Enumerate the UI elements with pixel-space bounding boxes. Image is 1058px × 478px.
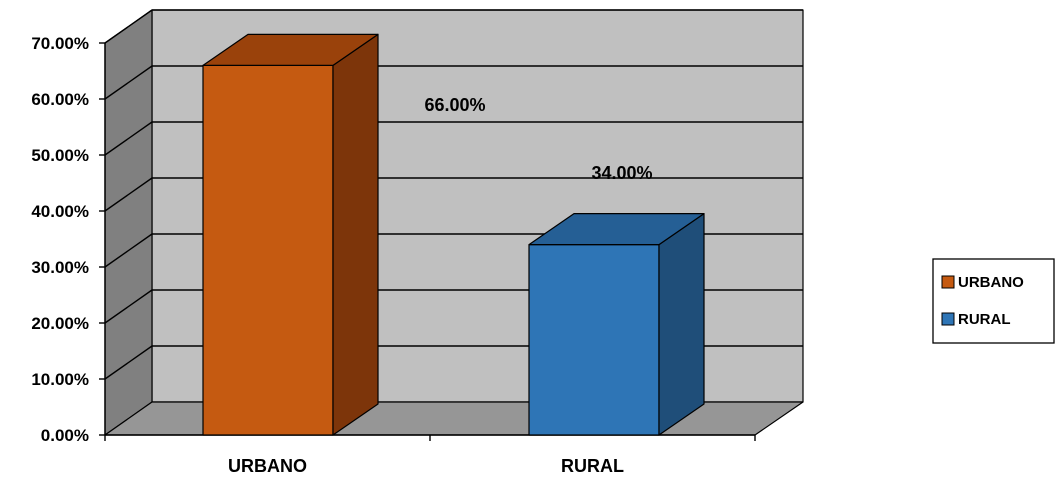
gridline-side xyxy=(104,65,153,100)
y-tick-label: 40.00% xyxy=(31,202,89,221)
gridline-side xyxy=(104,121,153,156)
bar-front xyxy=(528,244,660,436)
x-tick-label: RURAL xyxy=(561,456,624,476)
legend-label: RURAL xyxy=(958,311,1011,328)
gridline-side xyxy=(104,345,153,380)
gridline-side xyxy=(104,9,153,44)
bar-top xyxy=(202,33,379,67)
y-tick-label: 30.00% xyxy=(31,258,89,277)
bar-top xyxy=(528,213,705,246)
gridline-side xyxy=(104,289,153,324)
x-tick-label: URBANO xyxy=(228,456,307,476)
data-label: 34.00% xyxy=(591,163,652,183)
y-tick-label: 70.00% xyxy=(31,34,89,53)
y-tick-label: 10.00% xyxy=(31,370,89,389)
legend-label: URBANO xyxy=(958,274,1024,291)
data-label: 66.00% xyxy=(424,95,485,115)
side-wall xyxy=(104,9,153,436)
gridline-side xyxy=(104,177,153,212)
y-tick-label: 60.00% xyxy=(31,90,89,109)
y-tick-label: 0.00% xyxy=(41,426,89,445)
bar-side xyxy=(332,33,379,436)
bar-side xyxy=(658,213,705,436)
legend-swatch xyxy=(941,275,955,289)
legend-box xyxy=(932,258,1055,344)
y-tick-label: 50.00% xyxy=(31,146,89,165)
y-tick-label: 20.00% xyxy=(31,314,89,333)
legend-swatch xyxy=(941,312,955,326)
bar-front xyxy=(202,64,334,436)
gridline-side xyxy=(104,233,153,268)
